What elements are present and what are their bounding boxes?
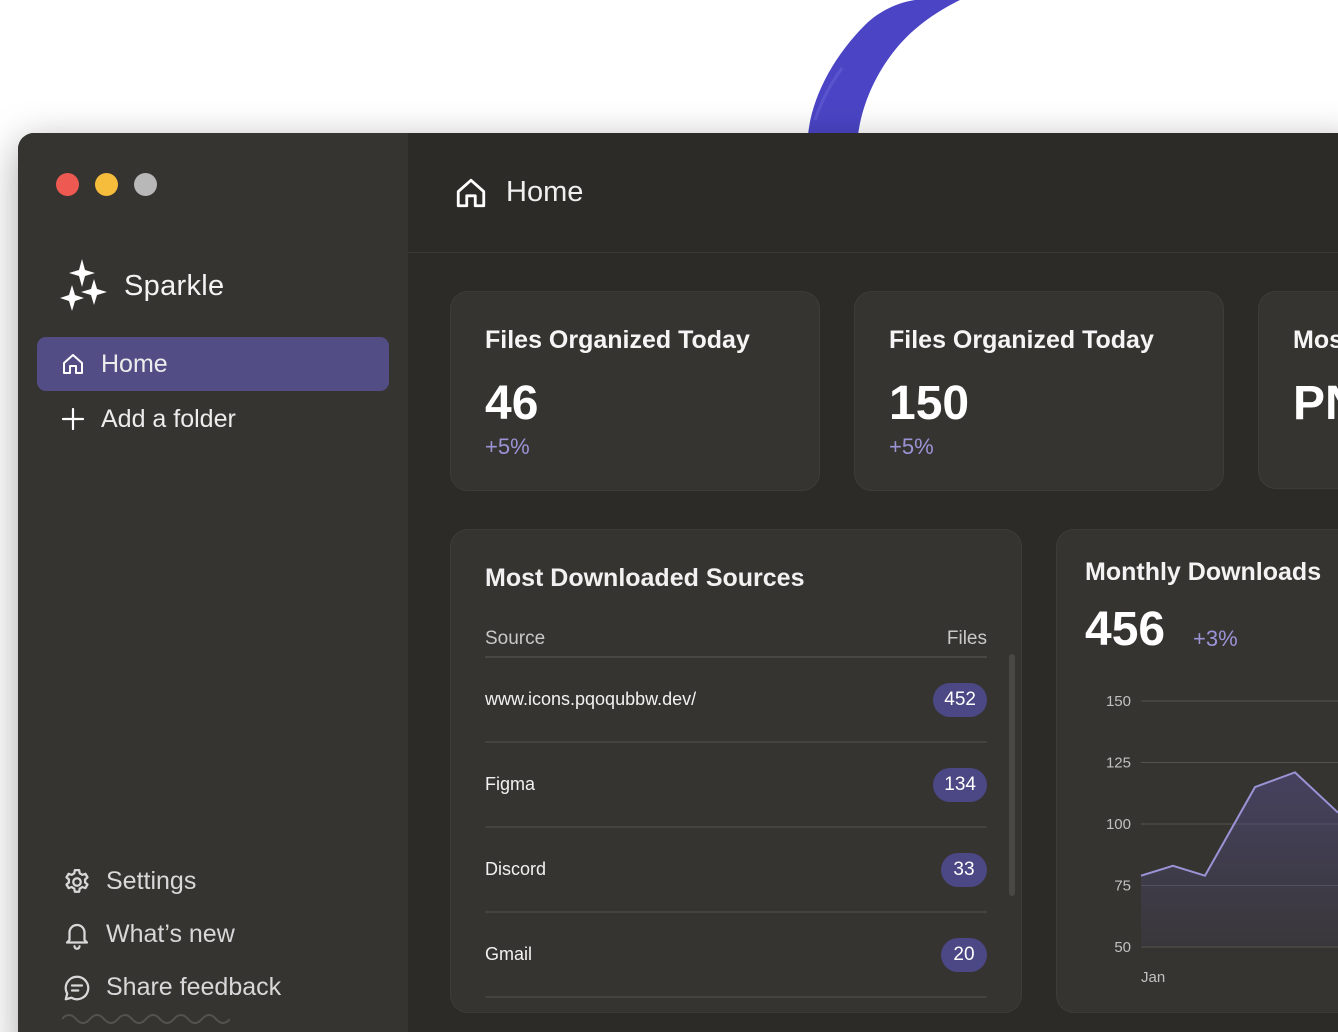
y-tick-label: 125 xyxy=(1106,755,1131,772)
table-row[interactable]: Figma 134 xyxy=(485,743,987,828)
decorative-divider xyxy=(62,1014,230,1024)
y-tick-label: 50 xyxy=(1114,939,1131,956)
brand: Sparkle xyxy=(60,259,224,313)
monthly-downloads-chart: 150 125 100 75 50 Jan xyxy=(1106,693,1338,986)
page-title: Home xyxy=(506,176,584,208)
settings-button[interactable]: Settings xyxy=(62,855,281,908)
source-name: www.icons.pqoqubbw.dev/ xyxy=(485,689,697,709)
share-feedback-button[interactable]: Share feedback xyxy=(62,961,281,1014)
zoom-window-button[interactable] xyxy=(134,173,157,196)
count-badge: 134 xyxy=(933,767,987,802)
share-feedback-label: Share feedback xyxy=(106,973,282,1001)
close-window-button[interactable] xyxy=(56,173,79,196)
column-header-source: Source xyxy=(485,628,546,649)
sidebar: Sparkle Home Add a folder xyxy=(18,133,408,1032)
stat-card: Files Organized Today 46 +5% xyxy=(450,291,820,491)
brush-stroke-decoration xyxy=(808,0,960,135)
x-tick-label: Jan xyxy=(1141,969,1165,986)
monthly-title: Monthly Downloads xyxy=(1085,558,1322,586)
y-tick-label: 75 xyxy=(1114,878,1131,895)
settings-label: Settings xyxy=(106,867,197,895)
count-badge: 452 xyxy=(933,682,987,717)
stat-title: Files Organized Today xyxy=(485,326,750,354)
minimize-window-button[interactable] xyxy=(95,173,118,196)
sparkles-icon xyxy=(60,259,107,311)
table-row[interactable]: www.icons.pqoqubbw.dev/ 452 xyxy=(485,658,987,743)
table-row[interactable]: Gmail 20 xyxy=(485,913,987,998)
app-window: Sparkle Home Add a folder xyxy=(18,133,1338,1032)
count-badge: 20 xyxy=(941,937,987,972)
column-header-files: Files xyxy=(946,628,987,649)
y-tick-label: 100 xyxy=(1106,816,1131,833)
brand-name: Sparkle xyxy=(124,269,225,302)
monthly-downloads-card: Monthly Downloads 456 +3% 150 125 100 75 50 J… xyxy=(1056,529,1338,1013)
main-content: Home Files Organized Today 46 +5% Files … xyxy=(408,133,1338,1032)
stat-value: PN xyxy=(1293,377,1338,430)
sidebar-item-label: Add a folder xyxy=(101,404,236,433)
stat-card: Files Organized Today 150 +5% xyxy=(854,291,1224,491)
source-name: Gmail xyxy=(485,944,533,964)
table-scrollbar[interactable] xyxy=(1009,654,1015,896)
sources-card: Most Downloaded Sources Source Files www… xyxy=(450,529,1022,1013)
stat-value: 150 xyxy=(889,377,970,430)
stat-card: Mos PN xyxy=(1258,291,1338,489)
source-name: Figma xyxy=(485,774,536,794)
whats-new-button[interactable]: What’s new xyxy=(62,908,281,961)
sources-table: Source Files www.icons.pqoqubbw.dev/ 452… xyxy=(485,628,987,998)
sidebar-footer: Settings What’s new Share feedback xyxy=(62,855,281,1014)
home-icon xyxy=(63,354,83,374)
table-header: Source Files xyxy=(485,628,987,658)
monthly-value: 456 xyxy=(1085,603,1166,656)
source-name: Discord xyxy=(485,859,547,879)
sidebar-item-add-folder[interactable]: Add a folder xyxy=(37,392,389,446)
gear-icon xyxy=(65,868,89,893)
sidebar-item-home[interactable]: Home xyxy=(37,337,389,391)
chat-bubble-icon xyxy=(64,975,90,1000)
stat-value: 46 xyxy=(485,377,539,430)
count-badge: 33 xyxy=(941,852,987,887)
window-controls xyxy=(56,173,157,196)
stat-title: Mos xyxy=(1293,326,1338,354)
bell-icon xyxy=(65,923,89,950)
series-line xyxy=(1140,771,1338,877)
stat-delta: +5% xyxy=(889,434,934,459)
table-row[interactable]: Discord 33 xyxy=(485,828,987,913)
monthly-delta: +3% xyxy=(1193,626,1238,651)
page-header: Home xyxy=(408,133,1338,253)
sidebar-item-label: Home xyxy=(101,349,168,378)
home-icon xyxy=(456,178,486,207)
plus-icon xyxy=(61,407,85,431)
sources-title: Most Downloaded Sources xyxy=(485,564,805,592)
sidebar-nav: Home Add a folder xyxy=(37,337,389,447)
series-area xyxy=(1141,772,1338,947)
y-tick-label: 150 xyxy=(1106,693,1131,710)
whats-new-label: What’s new xyxy=(106,920,235,948)
stat-title: Files Organized Today xyxy=(889,326,1154,354)
stat-delta: +5% xyxy=(485,434,530,459)
